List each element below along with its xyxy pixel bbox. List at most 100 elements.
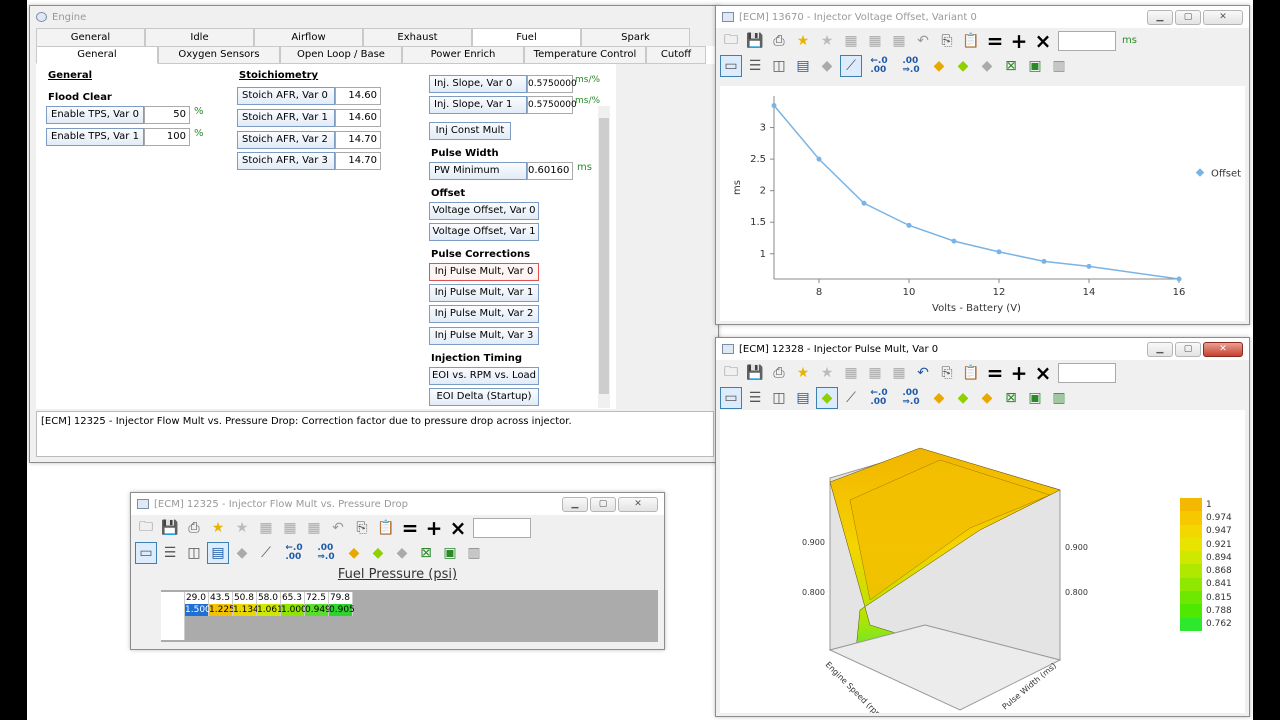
field-label[interactable]: PW Minimum <box>429 162 527 180</box>
equals-icon[interactable]: = <box>401 515 419 540</box>
field-value[interactable]: 14.60 <box>335 87 381 105</box>
grid-icon[interactable]: ▦ <box>868 364 882 381</box>
table-header-cell[interactable]: 65.3 <box>281 592 305 604</box>
copy-icon[interactable]: ⎘ <box>941 364 953 381</box>
vertical-scrollbar[interactable] <box>598 106 610 408</box>
grid-icon[interactable]: ▦ <box>844 32 858 49</box>
multiply-icon[interactable]: × <box>1034 360 1052 385</box>
tab-spark[interactable]: Spark <box>581 28 690 46</box>
table-value-cell[interactable]: 0.949 <box>305 604 331 616</box>
print-icon[interactable]: ⎙ <box>773 32 785 49</box>
select-all-icon[interactable]: ⊠ <box>420 544 432 561</box>
split-view-icon[interactable]: ☰ <box>163 544 177 561</box>
tab-fuel[interactable]: Fuel <box>472 28 581 46</box>
subtab-power-enrich[interactable]: Power Enrich <box>402 46 524 64</box>
copy-icon[interactable]: ⎘ <box>356 519 368 536</box>
split-view-icon[interactable]: ☰ <box>748 389 762 406</box>
table-header-cell[interactable]: 50.8 <box>233 592 257 604</box>
select-box-icon[interactable]: ▣ <box>1028 57 1042 74</box>
close-button[interactable]: ✕ <box>1203 10 1243 25</box>
maximize-button[interactable]: ▢ <box>590 497 616 512</box>
paste-icon[interactable]: 📋 <box>377 519 395 536</box>
field-label[interactable]: Stoich AFR, Var 3 <box>237 152 335 170</box>
inj-pulse-mult-var3-button[interactable]: Inj Pulse Mult, Var 3 <box>429 327 539 345</box>
tab-general[interactable]: General <box>36 28 145 46</box>
color-fill-icon[interactable]: ◆ <box>981 389 993 406</box>
scroll-thumb[interactable] <box>599 118 609 394</box>
columns-view-icon[interactable]: ◫ <box>772 57 786 74</box>
multiply-icon[interactable]: × <box>1034 28 1052 53</box>
field-value[interactable]: 0.60160 <box>527 162 573 180</box>
minimize-button[interactable]: ▁ <box>562 497 588 512</box>
undo-icon[interactable]: ↶ <box>917 32 929 49</box>
field-value[interactable]: 14.70 <box>335 152 381 170</box>
table-view-icon[interactable]: ▭ <box>720 386 742 409</box>
undo-icon[interactable]: ↶ <box>332 519 344 536</box>
open-folder-icon[interactable]: 🗀 <box>139 518 153 535</box>
multiply-icon[interactable]: × <box>449 515 467 540</box>
plus-icon[interactable]: + <box>425 515 443 540</box>
split-view-icon[interactable]: ☰ <box>748 57 762 74</box>
favorite-add-icon[interactable]: ★ <box>796 32 810 49</box>
field-label[interactable]: Inj. Slope, Var 1 <box>429 96 527 114</box>
field-label[interactable]: Enable TPS, Var 1 <box>46 128 144 146</box>
copy-icon[interactable]: ⎘ <box>941 32 953 49</box>
field-value[interactable]: 0.5750000 <box>527 75 577 93</box>
paste-icon[interactable]: 📋 <box>962 364 980 381</box>
value-input[interactable] <box>1058 30 1116 51</box>
table-value-cell[interactable]: 1.225 <box>209 604 235 616</box>
field-value[interactable]: 0.5750000 <box>527 96 577 114</box>
save-icon[interactable]: 💾 <box>746 364 764 381</box>
select-box-icon[interactable]: ▣ <box>1028 389 1042 406</box>
favorite-icon[interactable]: ★ <box>820 364 834 381</box>
field-value[interactable]: 14.60 <box>335 109 381 127</box>
clear-icon[interactable]: ▥ <box>467 544 481 561</box>
maximize-button[interactable]: ▢ <box>1175 10 1201 25</box>
grid-icon[interactable]: ▦ <box>259 519 273 536</box>
minimize-button[interactable]: ▁ <box>1147 342 1173 357</box>
decrease-decimals-icon[interactable]: .00 ⇒.0 <box>902 387 920 407</box>
surface-view-icon[interactable]: ◆ <box>821 57 833 74</box>
save-icon[interactable]: 💾 <box>161 519 179 536</box>
subtab-oxygen-sensors[interactable]: Oxygen Sensors <box>158 46 280 64</box>
undo-icon[interactable]: ↶ <box>917 364 929 381</box>
select-all-icon[interactable]: ⊠ <box>1005 57 1017 74</box>
table-value-cell[interactable]: 1.000 <box>281 604 307 616</box>
close-button[interactable]: ✕ <box>1203 342 1243 357</box>
color-map-icon[interactable]: ◆ <box>933 57 945 74</box>
print-icon[interactable]: ⎙ <box>188 519 200 536</box>
eoi-delta-button[interactable]: EOI Delta (Startup) <box>429 388 539 406</box>
favorite-icon[interactable]: ★ <box>235 519 249 536</box>
table-view-icon[interactable]: ▭ <box>135 541 157 564</box>
voltage-offset-var1-button[interactable]: Voltage Offset, Var 1 <box>429 223 539 241</box>
field-label[interactable]: Stoich AFR, Var 0 <box>237 87 335 105</box>
table-header-cell[interactable]: 79.8 <box>329 592 353 604</box>
line-chart-icon[interactable]: ⟋ <box>840 54 862 77</box>
inj-pulse-mult-var1-button[interactable]: Inj Pulse Mult, Var 1 <box>429 284 539 302</box>
color-map-icon[interactable]: ◆ <box>933 389 945 406</box>
subtab-cutoff[interactable]: Cutoff <box>646 46 706 64</box>
open-folder-icon[interactable]: 🗀 <box>724 363 738 380</box>
color-fill-icon[interactable]: ◆ <box>396 544 408 561</box>
color-scale-icon[interactable]: ◆ <box>957 57 969 74</box>
plus-icon[interactable]: + <box>1010 360 1028 385</box>
color-scale-icon[interactable]: ◆ <box>372 544 384 561</box>
decrease-decimals-icon[interactable]: .00 ⇒.0 <box>902 55 920 75</box>
increase-decimals-icon[interactable]: ←.0.00 <box>285 542 303 562</box>
value-input[interactable] <box>473 517 531 538</box>
color-map-icon[interactable]: ◆ <box>348 544 360 561</box>
grid-icon[interactable]: ▦ <box>283 519 297 536</box>
field-value[interactable]: 100 <box>144 128 190 146</box>
surface-view-icon[interactable]: ◆ <box>816 386 838 409</box>
eoi-vs-rpm-button[interactable]: EOI vs. RPM vs. Load <box>429 367 539 385</box>
minimize-button[interactable]: ▁ <box>1147 10 1173 25</box>
equals-icon[interactable]: = <box>986 28 1004 53</box>
table-value-cell[interactable]: 0.905 <box>329 604 355 616</box>
favorite-add-icon[interactable]: ★ <box>211 519 225 536</box>
tab-idle[interactable]: Idle <box>145 28 254 46</box>
color-scale-icon[interactable]: ◆ <box>957 389 969 406</box>
inj-pulse-mult-var2-button[interactable]: Inj Pulse Mult, Var 2 <box>429 305 539 323</box>
table-header-cell[interactable]: 29.0 <box>185 592 209 604</box>
close-button[interactable]: ✕ <box>618 497 658 512</box>
tab-airflow[interactable]: Airflow <box>254 28 363 46</box>
